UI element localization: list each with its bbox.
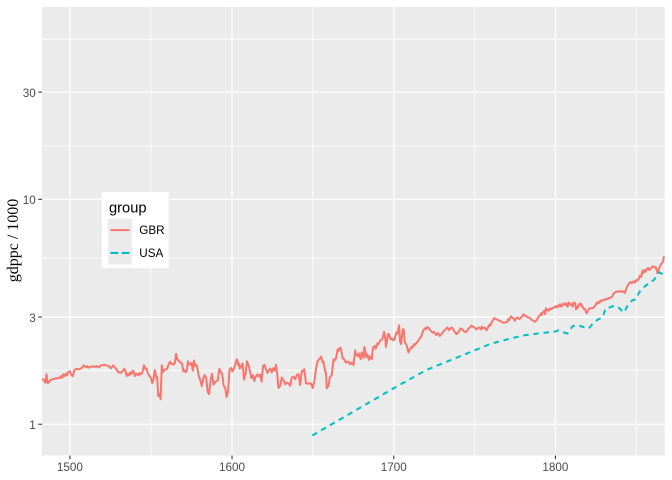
svg-text:gdppc / 1000: gdppc / 1000 [5, 199, 22, 283]
svg-text:1: 1 [29, 419, 36, 432]
svg-text:10: 10 [23, 194, 37, 207]
svg-text:1800: 1800 [542, 461, 569, 474]
svg-text:GBR: GBR [139, 224, 164, 237]
svg-text:3: 3 [29, 312, 36, 325]
svg-text:1700: 1700 [381, 461, 408, 474]
svg-text:30: 30 [23, 87, 37, 100]
svg-text:group: group [109, 200, 147, 216]
svg-text:1500: 1500 [57, 461, 84, 474]
svg-text:USA: USA [139, 247, 163, 260]
svg-text:1600: 1600 [219, 461, 246, 474]
